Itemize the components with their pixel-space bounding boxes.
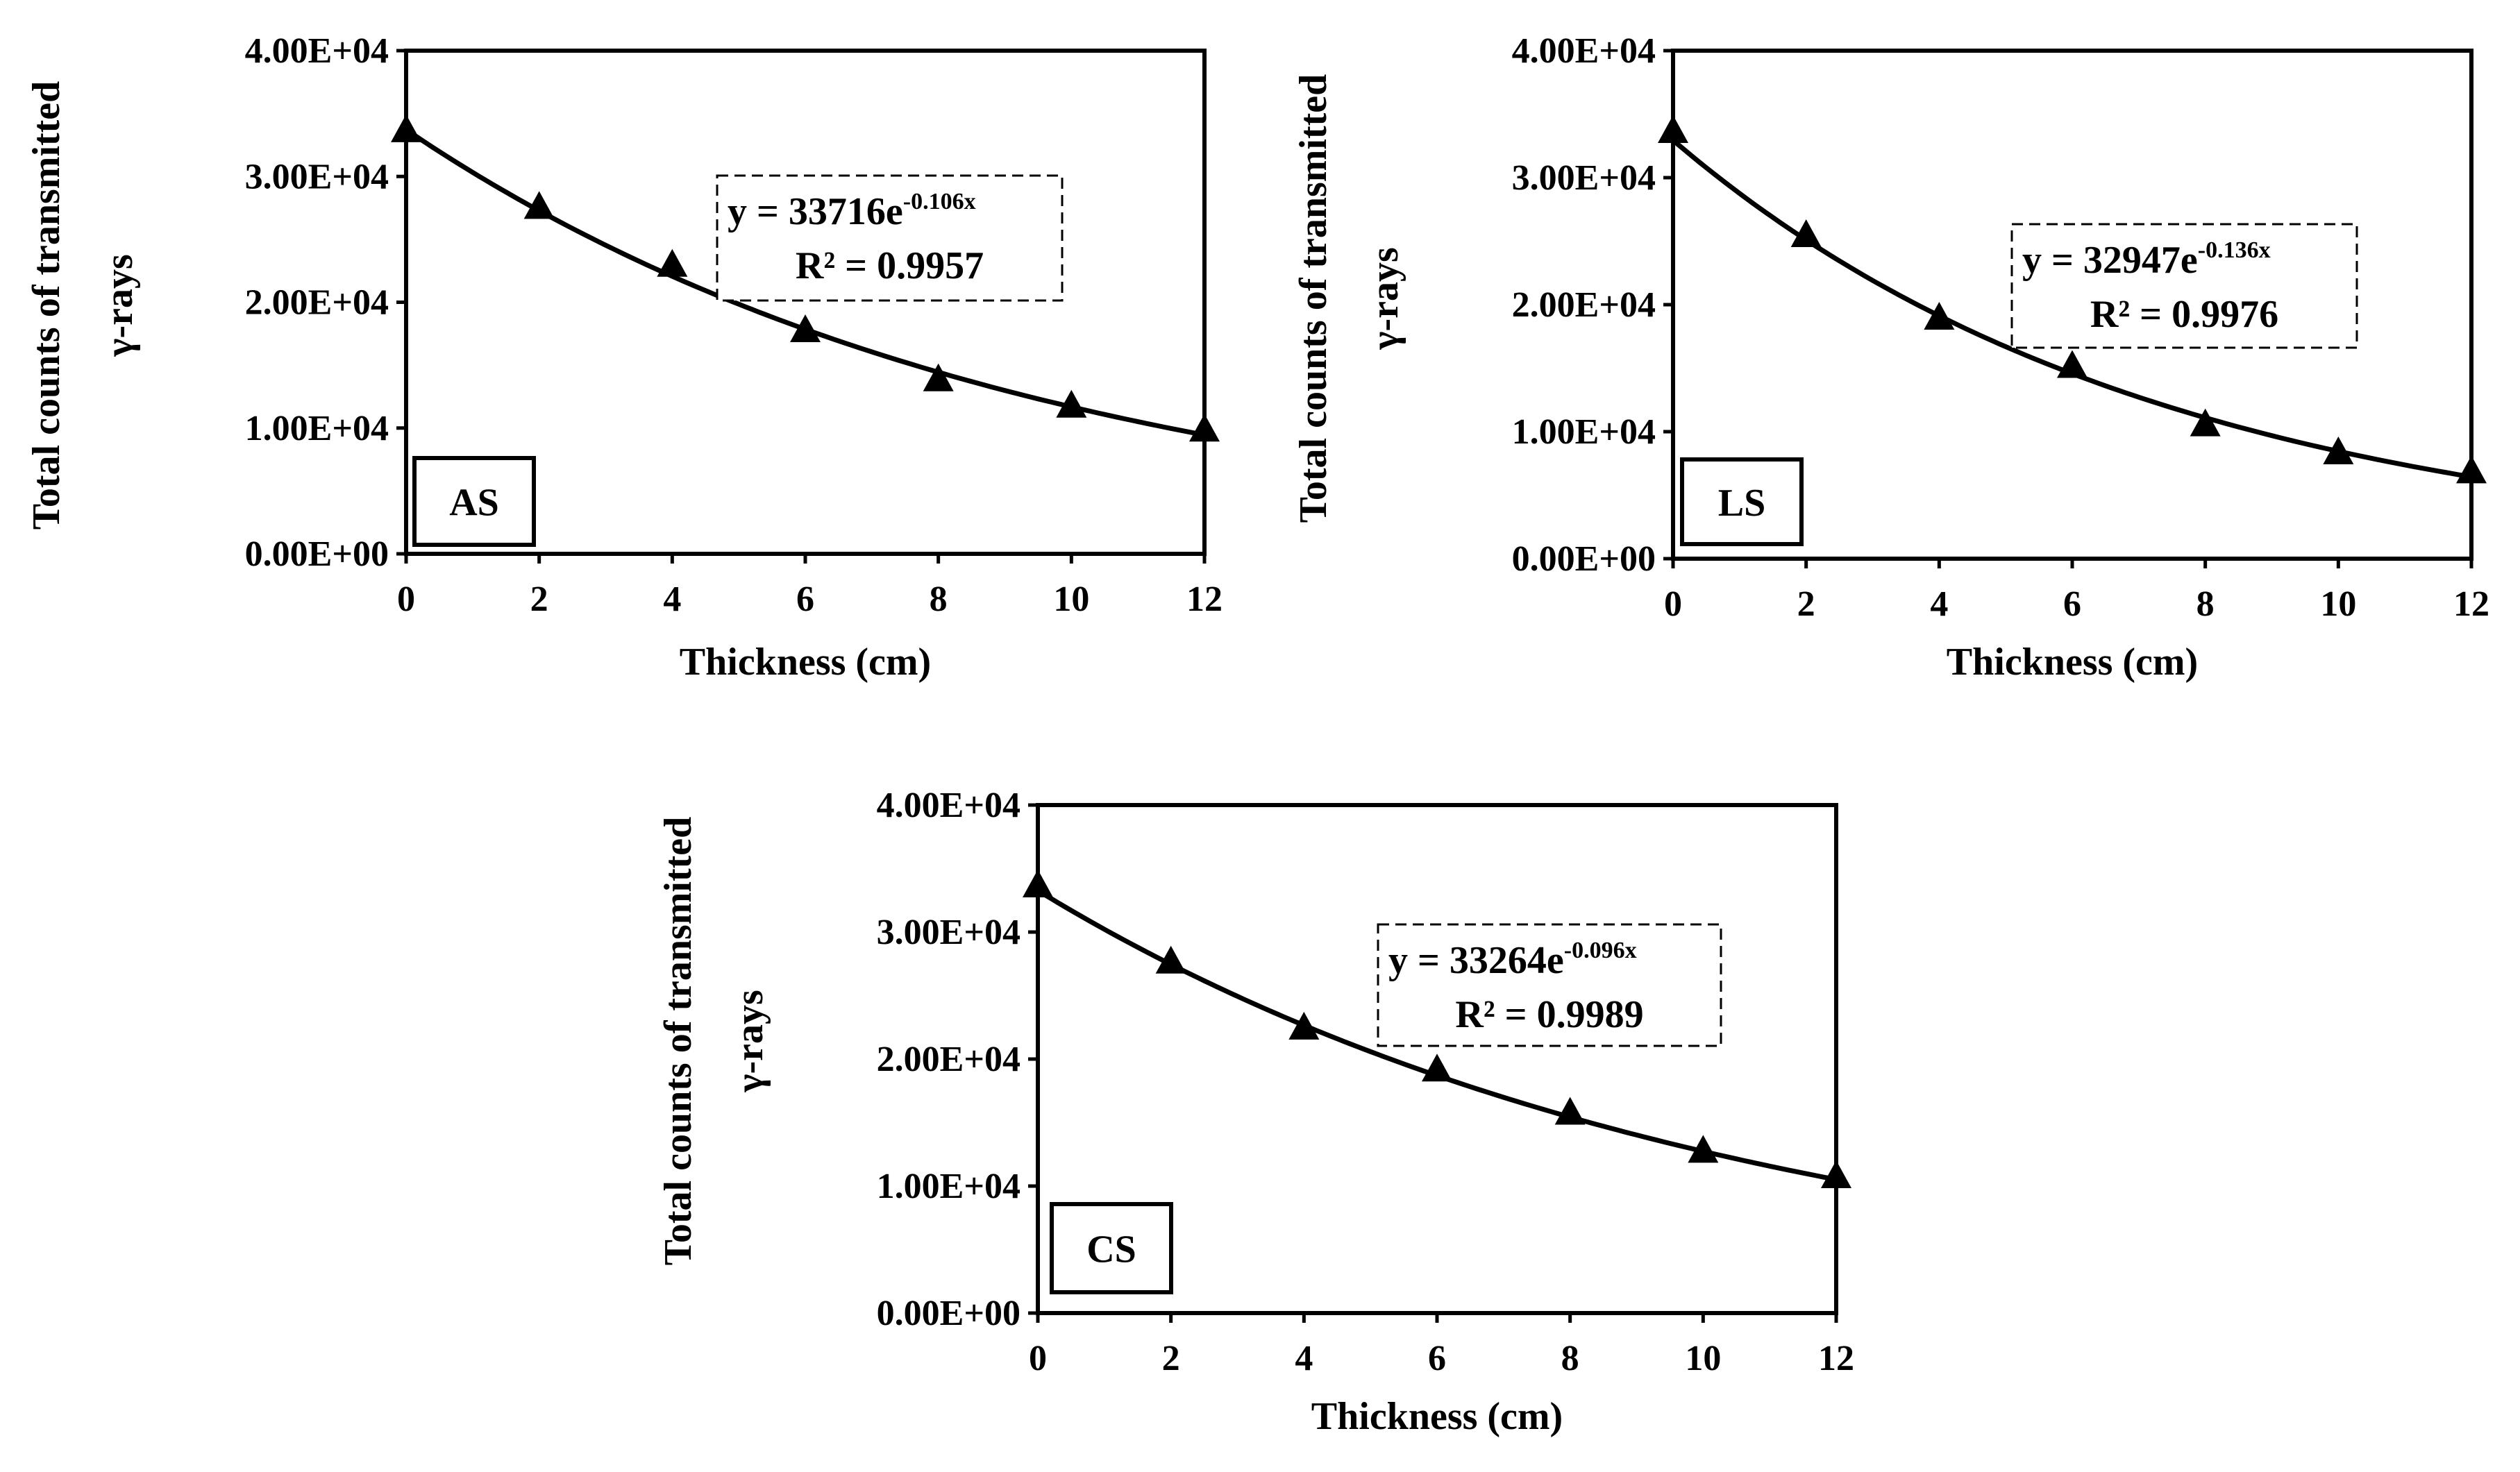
x-tick-label: 4 bbox=[1295, 1339, 1313, 1378]
y-tick-label: 2.00E+04 bbox=[245, 283, 389, 323]
y-tick-label: 3.00E+04 bbox=[1512, 158, 1656, 198]
x-tick-label: 8 bbox=[930, 580, 948, 619]
x-tick-label: 2 bbox=[530, 580, 548, 619]
y-tick-label: 4.00E+04 bbox=[877, 786, 1020, 825]
r-squared: R² = 0.9989 bbox=[1455, 993, 1643, 1036]
x-tick-label: 12 bbox=[1186, 580, 1223, 619]
data-point bbox=[1790, 219, 1822, 248]
y-tick-label: 2.00E+04 bbox=[877, 1040, 1020, 1079]
data-point bbox=[1189, 414, 1220, 442]
x-axis-title: Thickness (cm) bbox=[1947, 641, 2198, 684]
data-point bbox=[1924, 301, 1955, 330]
x-tick-label: 0 bbox=[1664, 584, 1682, 624]
y-axis-title-line2: γ-rays bbox=[728, 990, 771, 1093]
panel-label: CS bbox=[1086, 1228, 1136, 1271]
chart-ls: 0.00E+00 1.00E+04 2.00E+04 3.00E+04 4.00E+04… bbox=[1292, 31, 2489, 684]
data-point bbox=[523, 191, 555, 219]
equation-base: y = 32947e bbox=[2022, 239, 2198, 282]
data-point bbox=[923, 363, 954, 391]
r-squared: R² = 0.9976 bbox=[2090, 293, 2278, 336]
equation-base: y = 33716e bbox=[728, 190, 903, 233]
data-point bbox=[1422, 1054, 1452, 1082]
panel-label: LS bbox=[1718, 482, 1766, 525]
data-point bbox=[1288, 1011, 1320, 1040]
y-tick-label: 0.00E+00 bbox=[877, 1294, 1020, 1333]
equation-box bbox=[716, 174, 1064, 302]
y-tick-label: 3.00E+04 bbox=[245, 157, 389, 196]
trendline-equation: y = 32947e-0.136x bbox=[2022, 237, 2271, 282]
panel-label-box bbox=[1680, 457, 1804, 546]
y-axis-title: Total counts of transmitted bbox=[25, 81, 68, 530]
x-axis-title: Thickness (cm) bbox=[680, 641, 931, 684]
x-tick-label: 0 bbox=[397, 580, 415, 619]
y-axis-title-line2: γ-rays bbox=[1363, 247, 1406, 350]
y-axis-title-line2: γ-rays bbox=[98, 254, 141, 357]
data-point bbox=[1155, 945, 1186, 974]
data-point bbox=[2057, 350, 2088, 378]
data-point bbox=[1821, 1160, 1851, 1189]
y-tick-label: 4.00E+04 bbox=[1512, 31, 1656, 71]
data-point bbox=[2190, 408, 2221, 437]
y-axis-title: Total counts of transmitted bbox=[657, 817, 700, 1266]
chart-as: 0.00E+00 1.00E+04 2.00E+04 3.00E+04 4.00E+04… bbox=[25, 31, 1223, 684]
data-point bbox=[1688, 1135, 1719, 1163]
x-tick-label: 12 bbox=[2453, 584, 2489, 624]
equation-box bbox=[2010, 223, 2358, 349]
data-point bbox=[1056, 389, 1087, 418]
trendline-equation: y = 33264e-0.096x bbox=[1388, 938, 1637, 982]
y-tick-label: 3.00E+04 bbox=[877, 913, 1020, 952]
data-point bbox=[1554, 1097, 1586, 1125]
x-tick-label: 8 bbox=[2196, 584, 2215, 624]
y-axis-title: Total counts of transmitted bbox=[1292, 74, 1335, 523]
x-tick-label: 6 bbox=[1428, 1339, 1446, 1378]
x-tick-label: 10 bbox=[1053, 580, 1089, 619]
y-tick-label: 1.00E+04 bbox=[1512, 412, 1656, 452]
x-axis-title: Thickness (cm) bbox=[1311, 1395, 1563, 1438]
panel-label: AS bbox=[449, 482, 499, 525]
data-point bbox=[391, 114, 421, 142]
chart-cs: 0.00E+00 1.00E+04 2.00E+04 3.00E+04 4.00E+04… bbox=[657, 786, 1854, 1438]
data-point bbox=[2323, 436, 2354, 464]
y-tick-label: 2.00E+04 bbox=[1512, 285, 1656, 325]
y-tick-label: 1.00E+04 bbox=[245, 409, 389, 448]
data-point bbox=[2456, 455, 2487, 484]
data-point bbox=[1658, 115, 1688, 143]
y-tick-label: 0.00E+00 bbox=[1512, 539, 1656, 579]
equation-exponent: -0.136x bbox=[2198, 237, 2271, 263]
trendline-equation: y = 33716e-0.106x bbox=[728, 189, 976, 233]
y-tick-label: 1.00E+04 bbox=[877, 1167, 1020, 1206]
equation-exponent: -0.106x bbox=[903, 189, 976, 214]
x-tick-label: 4 bbox=[1930, 584, 1948, 624]
data-point bbox=[1023, 869, 1053, 897]
data-point bbox=[790, 314, 821, 342]
y-tick-label: 0.00E+00 bbox=[245, 534, 389, 574]
equation-base: y = 33264e bbox=[1388, 939, 1564, 982]
x-tick-label: 10 bbox=[1685, 1339, 1721, 1378]
x-tick-label: 12 bbox=[1818, 1339, 1854, 1378]
r-squared: R² = 0.9957 bbox=[796, 244, 984, 287]
data-point bbox=[657, 248, 688, 277]
equation-exponent: -0.096x bbox=[1564, 938, 1637, 963]
equation-box bbox=[1377, 923, 1722, 1047]
x-tick-label: 0 bbox=[1029, 1339, 1047, 1378]
y-tick-label: 4.00E+04 bbox=[245, 31, 389, 71]
panel-label-box bbox=[412, 456, 536, 547]
x-tick-label: 6 bbox=[796, 580, 814, 619]
x-tick-label: 2 bbox=[1162, 1339, 1180, 1378]
x-tick-label: 10 bbox=[2320, 584, 2356, 624]
x-tick-label: 4 bbox=[663, 580, 681, 619]
x-tick-label: 6 bbox=[2063, 584, 2081, 624]
x-tick-label: 8 bbox=[1561, 1339, 1579, 1378]
panel-label-box bbox=[1050, 1202, 1173, 1294]
x-tick-label: 2 bbox=[1797, 584, 1815, 624]
